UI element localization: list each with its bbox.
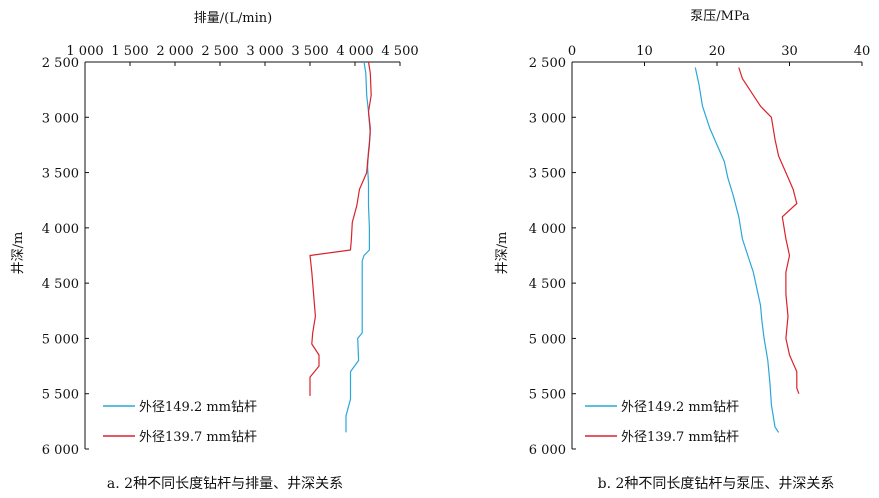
panel-a-series-1-line xyxy=(345,61,371,433)
panel-a-x-tick-label: 2 500 xyxy=(201,44,238,59)
panel-a-x-tick-label: 2 000 xyxy=(156,44,193,59)
panel-a-x-tick-label: 1 500 xyxy=(111,44,148,59)
panel-b-x-tick-label: 40 xyxy=(854,44,871,59)
panel-a-ylabel: 井深/m xyxy=(11,232,26,275)
panel-b-pressure-vs-depth: 泵压/MPa 井深/m b. 2种不同长度钻杆与泵压、井深关系 0 10 20 30 4… xyxy=(495,9,870,492)
panel-b-y-tick-label: 6 000 xyxy=(529,443,566,458)
panel-a-y-tick-label: 4 500 xyxy=(42,277,79,292)
panel-b-ylabel: 井深/m xyxy=(495,232,510,275)
panel-b-y-tick-label: 3 000 xyxy=(529,111,566,126)
panel-a-legend-label-1: 外径149.2 mm钻杆 xyxy=(139,400,257,415)
panel-a-discharge-vs-depth: 排量/(L/min) 井深/m a. 2种不同长度钻杆与排量、井深关系 1 00… xyxy=(11,11,419,492)
panel-b-x-tick-label: 30 xyxy=(781,44,798,59)
panel-a-y-tick-label: 3 000 xyxy=(42,111,79,126)
panel-b-x-tick-label: 20 xyxy=(709,44,726,59)
panel-a-x-tick-label: 3 500 xyxy=(291,44,328,59)
panel-a-x-tick-label: 4 500 xyxy=(381,44,418,59)
panel-a-x-tick-label: 1 000 xyxy=(66,44,103,59)
panel-b-series-2-line xyxy=(738,67,800,394)
panel-a-series-2-line xyxy=(309,61,372,396)
panel-b-y-tick-label: 2 500 xyxy=(529,56,566,71)
panel-b-xlabel: 泵压/MPa xyxy=(690,9,750,24)
panel-b-y-tick-label: 5 000 xyxy=(529,332,566,347)
panel-a-y-tick-label: 5 500 xyxy=(42,388,79,403)
panel-b-legend-label-2: 外径139.7 mm钻杆 xyxy=(621,430,739,445)
panel-a-y-tick-label: 5 000 xyxy=(42,332,79,347)
panel-a-y-tick-label: 4 000 xyxy=(42,222,79,237)
panel-a-y-tick-label: 6 000 xyxy=(42,443,79,458)
panel-b-y-tick-label: 5 500 xyxy=(529,388,566,403)
panel-a-caption: a. 2种不同长度钻杆与排量、井深关系 xyxy=(107,476,343,492)
panel-a-xlabel: 排量/(L/min) xyxy=(194,11,272,26)
panel-a-y-tick-label: 2 500 xyxy=(42,56,79,71)
panel-b-series-1-line xyxy=(694,67,780,433)
panel-b-y-tick-label: 4 000 xyxy=(529,222,566,237)
panel-b-y-tick-label: 4 500 xyxy=(529,277,566,292)
panel-a-y-tick-label: 3 500 xyxy=(42,167,79,182)
panel-b-legend-label-1: 外径149.2 mm钻杆 xyxy=(621,400,739,415)
panel-b-x-tick-label: 0 xyxy=(568,44,576,59)
panel-b-y-tick-label: 3 500 xyxy=(529,167,566,182)
panel-b-caption: b. 2种不同长度钻杆与泵压、井深关系 xyxy=(598,476,835,492)
panel-a-legend-label-2: 外径139.7 mm钻杆 xyxy=(139,430,257,445)
panel-a-x-tick-label: 4 000 xyxy=(336,44,373,59)
panel-b-x-tick-label: 10 xyxy=(636,44,653,59)
panel-a-x-tick-label: 3 000 xyxy=(246,44,283,59)
